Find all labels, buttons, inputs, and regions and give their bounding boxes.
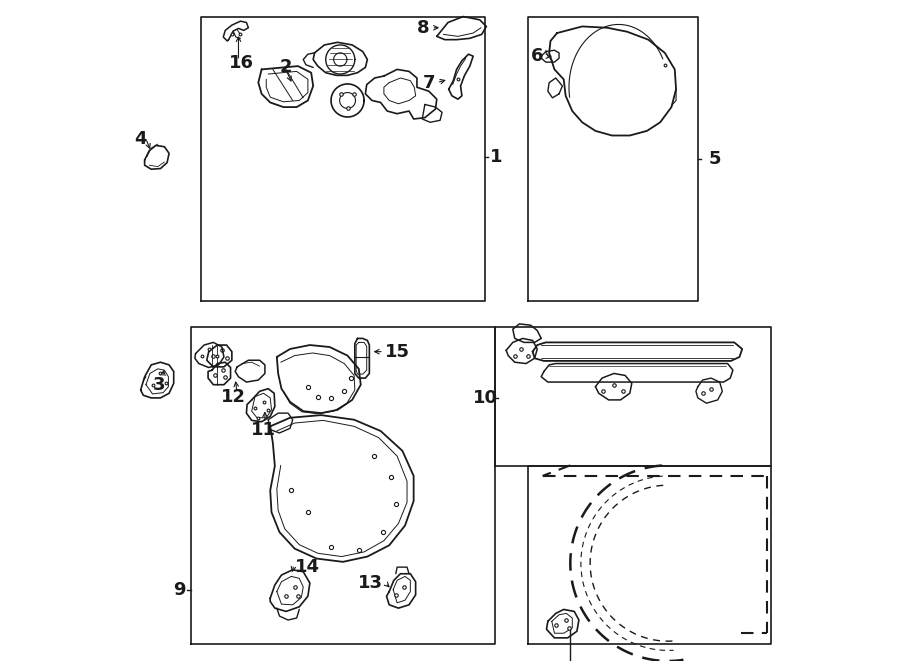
Text: 2: 2 [280, 58, 292, 77]
Text: 9: 9 [173, 580, 185, 599]
Text: 10: 10 [472, 389, 498, 407]
Text: 1: 1 [490, 148, 502, 167]
Text: 14: 14 [294, 558, 320, 576]
Text: 16: 16 [229, 54, 254, 72]
Text: 12: 12 [220, 387, 246, 406]
Text: 5: 5 [709, 149, 722, 168]
Text: 4: 4 [134, 130, 147, 148]
Text: 3: 3 [153, 375, 166, 394]
Text: 6: 6 [531, 47, 544, 65]
Text: 11: 11 [251, 420, 276, 439]
Text: 13: 13 [357, 574, 382, 592]
Text: 15: 15 [385, 342, 410, 361]
Text: 8: 8 [418, 19, 430, 37]
Text: 7: 7 [423, 73, 435, 92]
